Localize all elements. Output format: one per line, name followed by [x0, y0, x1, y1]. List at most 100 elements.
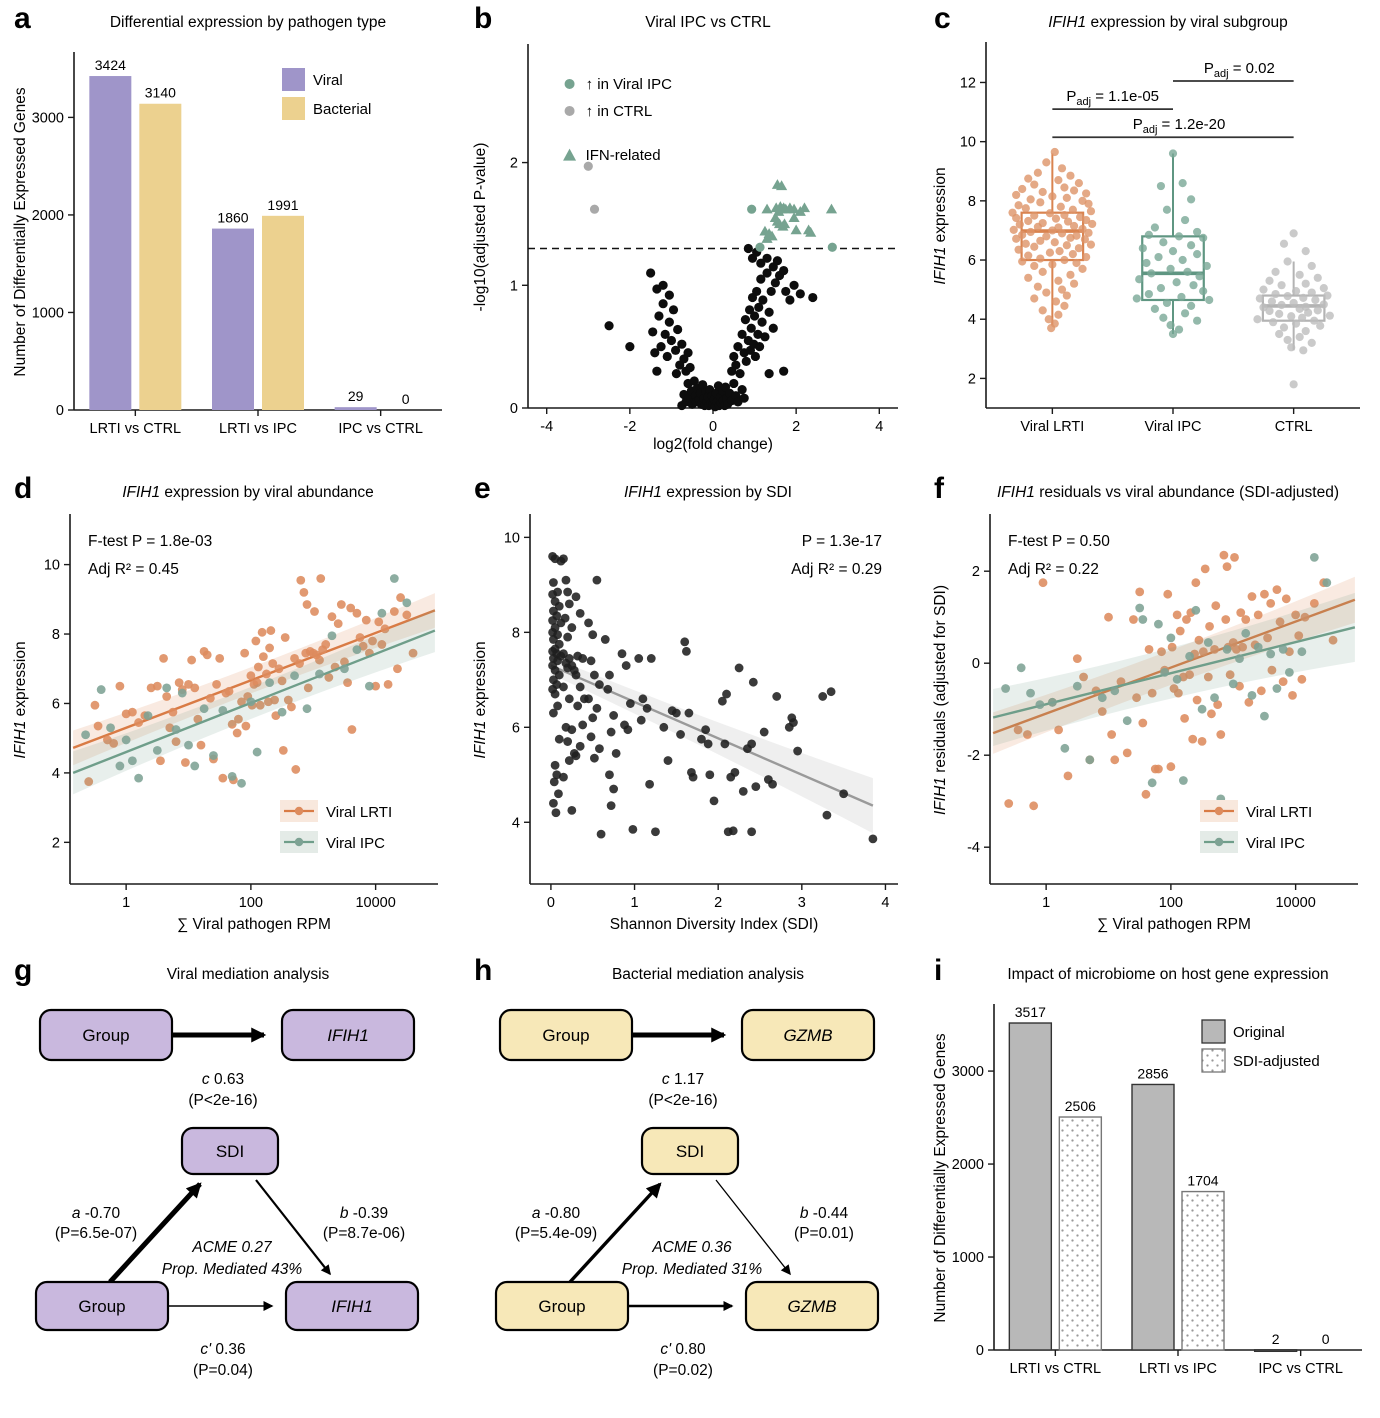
svg-text:8: 8	[52, 627, 60, 643]
svg-text:3000: 3000	[32, 110, 64, 126]
svg-text:P = 1.3e-17: P = 1.3e-17	[802, 533, 882, 550]
svg-text:0: 0	[510, 401, 518, 417]
svg-text:0: 0	[709, 419, 717, 435]
node-mediator-label: SDI	[216, 1142, 244, 1161]
svg-text:Viral LRTI: Viral LRTI	[1020, 419, 1084, 435]
svg-text:6: 6	[512, 720, 520, 736]
svg-text:Adj R² = 0.29: Adj R² = 0.29	[791, 561, 882, 578]
svg-text:Padj = 1.1e-05: Padj = 1.1e-05	[1066, 88, 1159, 108]
svg-text:log2(fold change): log2(fold change)	[653, 436, 773, 453]
node-mediator	[180, 1126, 280, 1176]
svg-text:0: 0	[976, 1343, 984, 1359]
node-gene-top-label: IFIH1	[327, 1026, 369, 1045]
axes: LRTI vs CTRL LRTI vs IPC IPC vs CTRL 0 1000 2…	[12, 52, 442, 437]
svg-text:Bacterial: Bacterial	[313, 101, 371, 118]
series-viral-ipc	[992, 553, 1356, 804]
box-group-ctrl	[1253, 229, 1334, 389]
panel-c: c IFIH1 expression by viral subgroup Vir…	[920, 0, 1380, 470]
svg-text:-4: -4	[540, 419, 553, 435]
axes: 1 100 10000 -4 -2 0 2 ∑ Viral pathogen RPM IFIH1…	[932, 514, 1358, 933]
panel-a-title-text: Differential expression by pathogen type	[109, 14, 387, 31]
svg-text:LRTI vs IPC: LRTI vs IPC	[1139, 1361, 1217, 1377]
svg-text:Viral IPC: Viral IPC	[1246, 835, 1305, 852]
svg-text:0: 0	[1322, 1331, 1330, 1347]
panel-g-title: Viral mediation analysis	[0, 952, 460, 988]
axes: 1 100 10000 2 4 6 8 10 ∑ Viral pathogen RPM IFIH1…	[12, 514, 438, 933]
svg-text:0: 0	[56, 403, 64, 419]
axes: LRTI vs CTRL LRTI vs IPC IPC vs CTRL 0 1000 2…	[932, 1004, 1362, 1377]
panel-b: b Viral IPC vs CTRL -4 -2 0 2 4 0 1 2 log2(fold …	[460, 0, 920, 470]
svg-text:3: 3	[798, 895, 806, 911]
stats-annotation: P = 1.3e-17 Adj R² = 0.29	[791, 533, 882, 578]
svg-text:2: 2	[510, 156, 518, 172]
svg-text:2000: 2000	[32, 208, 64, 224]
bar-chart-microbiome-impact: LRTI vs CTRL LRTI vs IPC IPC vs CTRL 0 1000 2…	[932, 1004, 1362, 1377]
node-gene-bottom	[744, 1280, 880, 1332]
bar-viral	[212, 228, 254, 410]
scatter-ifih1-sdi: 0 1 2 3 4 4 6 8 10 Shannon Diversity Index (SDI) I…	[472, 514, 898, 933]
pvalue-brackets: Padj = 1.1e-05 Padj = 1.2e-20 Padj = 0.02	[1052, 60, 1294, 139]
label-b-coef: b -0.39	[340, 1205, 388, 1222]
bar-sdi-adjusted	[1181, 1190, 1225, 1351]
volcano-plot: -4 -2 0 2 4 0 1 2 log2(fold change) -log10(adjust…	[472, 44, 898, 453]
label-c-prime-coef: c' 0.36	[200, 1341, 245, 1358]
label-b-pvalue: (P=8.7e-06)	[323, 1225, 405, 1242]
svg-text:4: 4	[968, 312, 976, 328]
svg-text:3424: 3424	[95, 57, 126, 73]
svg-text:0: 0	[972, 656, 980, 672]
svg-text:3517: 3517	[1015, 1004, 1046, 1020]
panel-c-letter: c	[934, 2, 951, 35]
svg-text:12: 12	[960, 75, 976, 91]
svg-text:0: 0	[547, 895, 555, 911]
svg-text:↑ in CTRL: ↑ in CTRL	[586, 103, 653, 120]
svg-text:2506: 2506	[1065, 1098, 1096, 1114]
svg-text:Original: Original	[1233, 1024, 1285, 1041]
label-c-prime-pvalue: (P=0.02)	[653, 1362, 713, 1379]
arrow-a-path	[568, 1182, 662, 1284]
bar-bacterial	[139, 103, 182, 410]
panel-d-title: IFIH1 expression by viral abundance	[0, 470, 460, 506]
svg-text:IPC vs CTRL: IPC vs CTRL	[1258, 1361, 1343, 1377]
scatter-ifih1-viral-abundance: 1 100 10000 2 4 6 8 10 ∑ Viral pathogen RPM IFIH1…	[12, 514, 438, 933]
axes: Viral LRTI Viral IPC CTRL 2 4 6 8 10 12 IFIH1 exp…	[932, 42, 1360, 435]
legend: ↑ in Viral IPC ↑ in CTRL IFN-related	[563, 76, 672, 164]
label-acme: ACME 0.36	[651, 1239, 732, 1256]
svg-text:0: 0	[402, 391, 410, 407]
bar-chart-pathogen-type: LRTI vs CTRL LRTI vs IPC IPC vs CTRL 0 1000 2…	[12, 52, 442, 437]
points	[583, 161, 838, 412]
panel-h: h Bacterial mediation analysis Group GZM…	[460, 952, 920, 1418]
svg-text:Viral LRTI: Viral LRTI	[1246, 804, 1312, 821]
panel-c-title-text: expression by viral subgroup	[1086, 14, 1288, 31]
bars: 3424 3140 1860 1991 29 0	[89, 57, 410, 411]
box-group-viral-ipc	[1132, 149, 1214, 339]
node-group-bottom	[34, 1280, 170, 1332]
svg-text:CTRL: CTRL	[1275, 419, 1313, 435]
label-c-coef: c 1.17	[662, 1071, 704, 1088]
svg-text:10: 10	[504, 530, 520, 546]
bar-original	[1253, 1349, 1298, 1353]
node-group-bottom	[494, 1280, 630, 1332]
svg-text:IPC vs CTRL: IPC vs CTRL	[338, 421, 423, 437]
axes: 0 1 2 3 4 4 6 8 10 Shannon Diversity Index (SDI) I…	[472, 514, 898, 933]
svg-text:2: 2	[972, 564, 980, 580]
panel-c-title: IFIH1 expression by viral subgroup	[920, 0, 1380, 36]
svg-text:IFIH1 expression: IFIH1 expression	[472, 641, 489, 758]
svg-text:-2: -2	[623, 419, 636, 435]
panel-b-title: Viral IPC vs CTRL	[460, 0, 920, 36]
svg-text:Number of Differentially Expre: Number of Differentially Expressed Genes	[932, 1033, 949, 1322]
svg-text:1000: 1000	[952, 1250, 984, 1266]
svg-text:Shannon Diversity Index (SDI): Shannon Diversity Index (SDI)	[610, 916, 818, 933]
svg-text:∑ Viral pathogen RPM: ∑ Viral pathogen RPM	[177, 916, 331, 933]
series-viral-lrti	[992, 550, 1356, 811]
panel-b-letter: b	[474, 2, 493, 35]
panel-i: i Impact of microbiome on host gene expr…	[920, 952, 1380, 1418]
panel-f-title: IFIH1 residuals vs viral abundance (SDI-…	[920, 470, 1380, 506]
label-c-pvalue: (P<2e-16)	[188, 1092, 257, 1109]
bacterial-mediation-diagram: Group GZMB SDI Group GZMB c 1.17 (P<2e-1…	[494, 1008, 880, 1379]
series-viral-ipc	[72, 574, 436, 795]
panel-e-title-gene: IFIH1	[624, 484, 662, 501]
svg-text:2: 2	[714, 895, 722, 911]
svg-text:4: 4	[52, 766, 60, 782]
bar-viral	[89, 76, 132, 411]
bar-original	[1131, 1083, 1175, 1351]
